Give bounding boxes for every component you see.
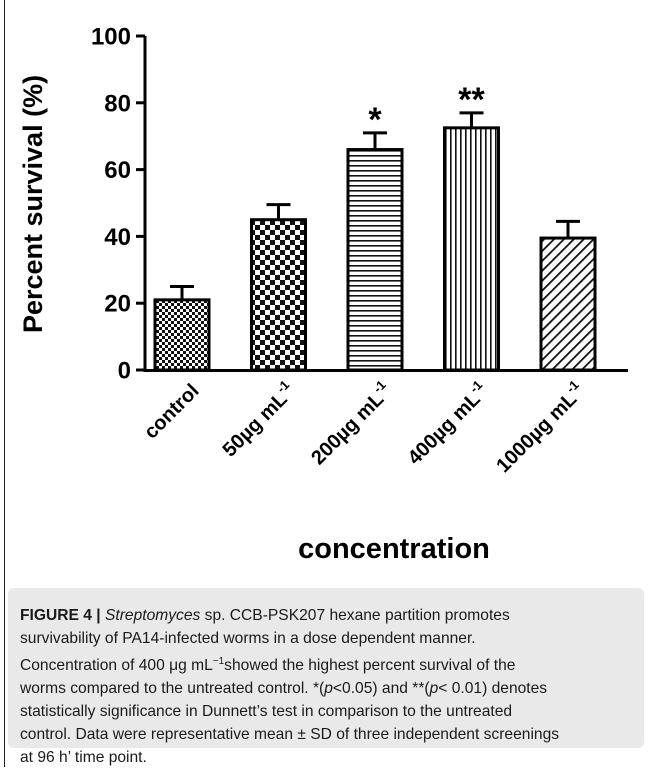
caption-p-symbol-2: p: [429, 680, 439, 698]
bar-0: [153, 298, 211, 372]
caption-line-4b: <0.05) and **(: [332, 680, 430, 698]
x-tick-label: control: [140, 380, 203, 443]
page-border-line: [4, 0, 5, 767]
caption-line-3b: showed the highest percent survival of t…: [224, 657, 516, 675]
significance-marker: **: [458, 81, 485, 119]
figure-caption: FIGURE 4 | Streptomyces sp. CCB-PSK207 h…: [8, 588, 644, 766]
x-tick-label: 200µg mL-1: [304, 377, 396, 469]
significance-marker: *: [368, 101, 382, 139]
x-tick-label: 50µg mL-1: [216, 377, 300, 461]
y-tick-label: 20: [104, 291, 131, 318]
bar-1: [250, 218, 307, 372]
caption-figure-label: FIGURE 4 |: [20, 607, 101, 624]
y-tick-label: 80: [104, 90, 131, 117]
x-tick-label: 1000µg mL-1: [490, 377, 590, 477]
x-axis-title: concentration: [298, 533, 490, 565]
y-tick-label: 60: [104, 157, 131, 184]
bar-4: [539, 236, 597, 372]
caption-line-6: control. Data were representative mean ±…: [20, 726, 560, 744]
y-axis-title: Percent survival (%): [18, 75, 48, 333]
caption-line-1: sp. CCB-PSK207 hexane partition promotes: [200, 607, 510, 624]
caption-line-2: survivability of PA14-infected worms in …: [20, 630, 476, 647]
y-ticks: 0 20 40 60 80 100: [91, 24, 145, 385]
y-tick-label: 0: [118, 358, 131, 385]
y-tick-label: 100: [91, 24, 131, 51]
bars: ***: [153, 81, 597, 372]
y-tick-label: 40: [104, 224, 131, 251]
x-tick-label: 400µg mL-1: [401, 377, 493, 469]
bar-3: [443, 126, 500, 372]
caption-line-3-sup: −1: [212, 656, 225, 667]
caption-line-4a: worms compared to the untreated control.…: [20, 680, 325, 698]
caption-italic-name: Streptomyces: [104, 607, 201, 624]
caption-line-5: statistically significance in Dunnett’s …: [20, 703, 513, 721]
caption-line-7: at 96 h’ time point.: [20, 749, 147, 767]
caption-line-4c: < 0.01) denotes: [438, 680, 548, 698]
bar-2: [346, 148, 404, 372]
caption-p-symbol-1: p: [324, 680, 333, 698]
caption-line-3a: Concentration of 400 μg mL: [20, 657, 213, 675]
